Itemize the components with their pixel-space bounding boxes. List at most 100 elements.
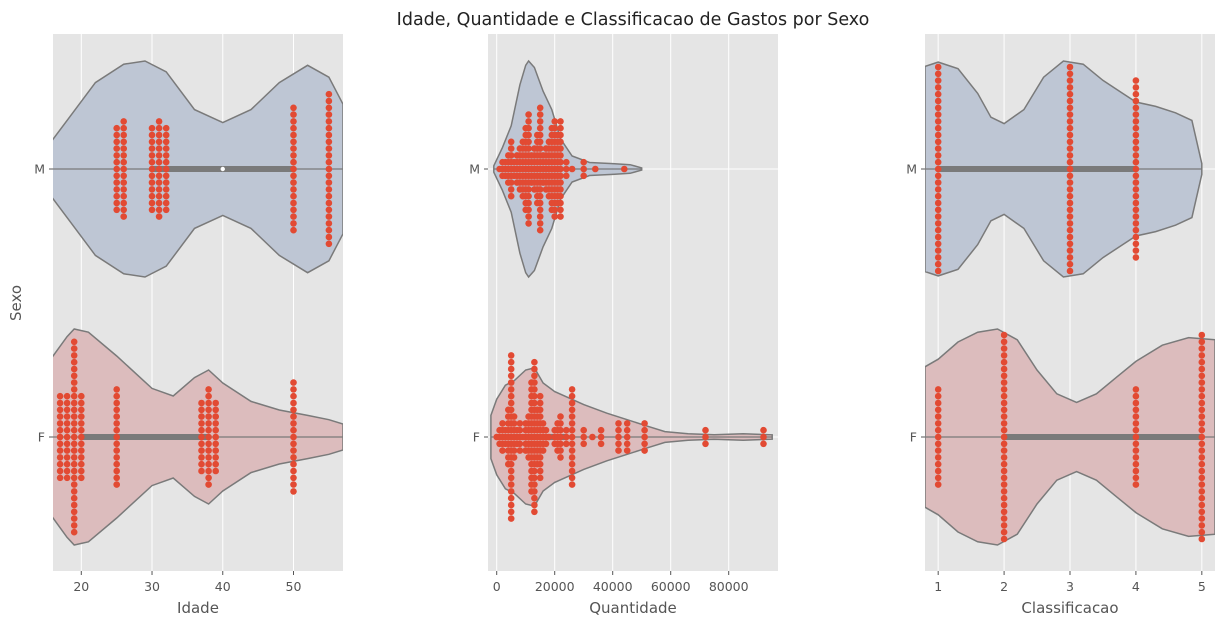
swarm-point <box>1132 413 1140 420</box>
swarm-point <box>507 406 515 414</box>
x-tick-label: 60000 <box>651 579 691 594</box>
swarm-point <box>1000 433 1008 441</box>
swarm-point <box>113 179 120 186</box>
swarm-point <box>507 179 515 186</box>
swarm-point <box>290 488 297 495</box>
swarm-point <box>1198 338 1206 346</box>
swarm-point <box>934 392 942 400</box>
y-tick-label: F <box>38 430 45 445</box>
swarm-point <box>1066 158 1074 166</box>
swarm-point <box>70 413 78 420</box>
swarm-point <box>120 152 127 159</box>
swarm-point <box>1132 165 1140 173</box>
swarm-point <box>1000 399 1008 407</box>
swarm-point <box>325 118 333 125</box>
swarm-point <box>507 481 515 488</box>
swarm-point <box>934 158 942 166</box>
swarm-point <box>120 199 127 207</box>
swarm-point <box>120 124 127 132</box>
swarm-point <box>934 172 942 180</box>
swarm-point <box>615 433 622 441</box>
swarm-point <box>1066 124 1074 132</box>
swarm-point <box>934 386 942 393</box>
swarm-point <box>113 481 120 488</box>
swarm-point <box>641 447 648 454</box>
swarm-point <box>702 440 709 448</box>
swarm-point <box>934 406 942 414</box>
swarm-point <box>70 426 78 434</box>
swarm-point <box>113 406 120 414</box>
swarm-point <box>205 413 212 420</box>
swarm-point <box>536 474 544 482</box>
swarm-point <box>516 440 524 448</box>
swarm-point <box>113 440 120 448</box>
swarm-point <box>1132 145 1140 152</box>
swarm-point <box>155 124 163 132</box>
swarm-point <box>290 467 297 475</box>
swarm-point <box>198 447 205 454</box>
swarm-point <box>120 131 127 139</box>
swarm-point <box>1066 192 1074 200</box>
swarm-point <box>113 413 120 420</box>
swarm-point <box>290 454 297 461</box>
swarm-point <box>1000 331 1008 339</box>
swarm-point <box>120 179 127 186</box>
swarm-point <box>212 413 219 420</box>
swarm-point <box>63 460 71 468</box>
swarm-point <box>325 158 333 166</box>
swarm-point <box>1000 460 1008 468</box>
swarm-point <box>70 338 78 346</box>
swarm-point <box>1000 406 1008 414</box>
swarm-point <box>1132 84 1140 91</box>
swarm-point <box>290 145 297 152</box>
swarm-point <box>536 186 544 193</box>
swarm-point <box>597 433 605 441</box>
swarm-point <box>507 358 515 366</box>
swarm-point <box>1132 233 1140 241</box>
swarm-point <box>1000 440 1008 448</box>
swarm-point <box>1066 97 1074 105</box>
swarm-point <box>641 433 648 441</box>
swarm-point <box>1132 158 1140 166</box>
swarm-point <box>63 413 71 420</box>
swarm-point <box>1066 206 1074 214</box>
swarm-point <box>78 392 85 400</box>
swarm-point <box>934 152 942 159</box>
swarm-point <box>290 152 297 159</box>
swarm-point <box>568 454 576 461</box>
swarm-point <box>1132 138 1140 146</box>
swarm-point <box>70 399 78 407</box>
swarm-point <box>1066 220 1074 227</box>
swarm-point <box>120 165 127 173</box>
swarm-point <box>162 152 170 159</box>
swarm-point <box>934 192 942 200</box>
swarm-point <box>580 158 587 166</box>
swarm-point <box>592 165 599 173</box>
swarm-point <box>290 433 297 441</box>
swarm-point <box>568 433 576 441</box>
swarm-point <box>290 192 297 200</box>
swarm-point <box>557 192 564 200</box>
swarm-point <box>290 118 297 125</box>
swarm-point <box>325 172 333 180</box>
swarm-point <box>1198 331 1206 339</box>
swarm-point <box>525 145 532 152</box>
swarm-point <box>934 240 942 248</box>
swarm-point <box>1000 413 1008 420</box>
swarm-point <box>78 454 85 461</box>
y-axis-label: Sexo <box>7 285 25 321</box>
swarm-point <box>531 501 538 509</box>
swarm-point <box>290 386 297 393</box>
swarm-point <box>507 399 515 407</box>
swarm-point <box>641 426 648 434</box>
swarm-point <box>531 379 538 386</box>
swarm-point <box>525 131 532 139</box>
swarm-point <box>615 440 622 448</box>
swarm-point <box>934 454 942 461</box>
swarm-point <box>557 152 564 159</box>
swarm-point <box>70 522 78 529</box>
swarm-point <box>934 104 942 112</box>
swarm-point <box>113 426 120 434</box>
swarm-point <box>148 158 156 166</box>
swarm-point <box>63 406 71 414</box>
